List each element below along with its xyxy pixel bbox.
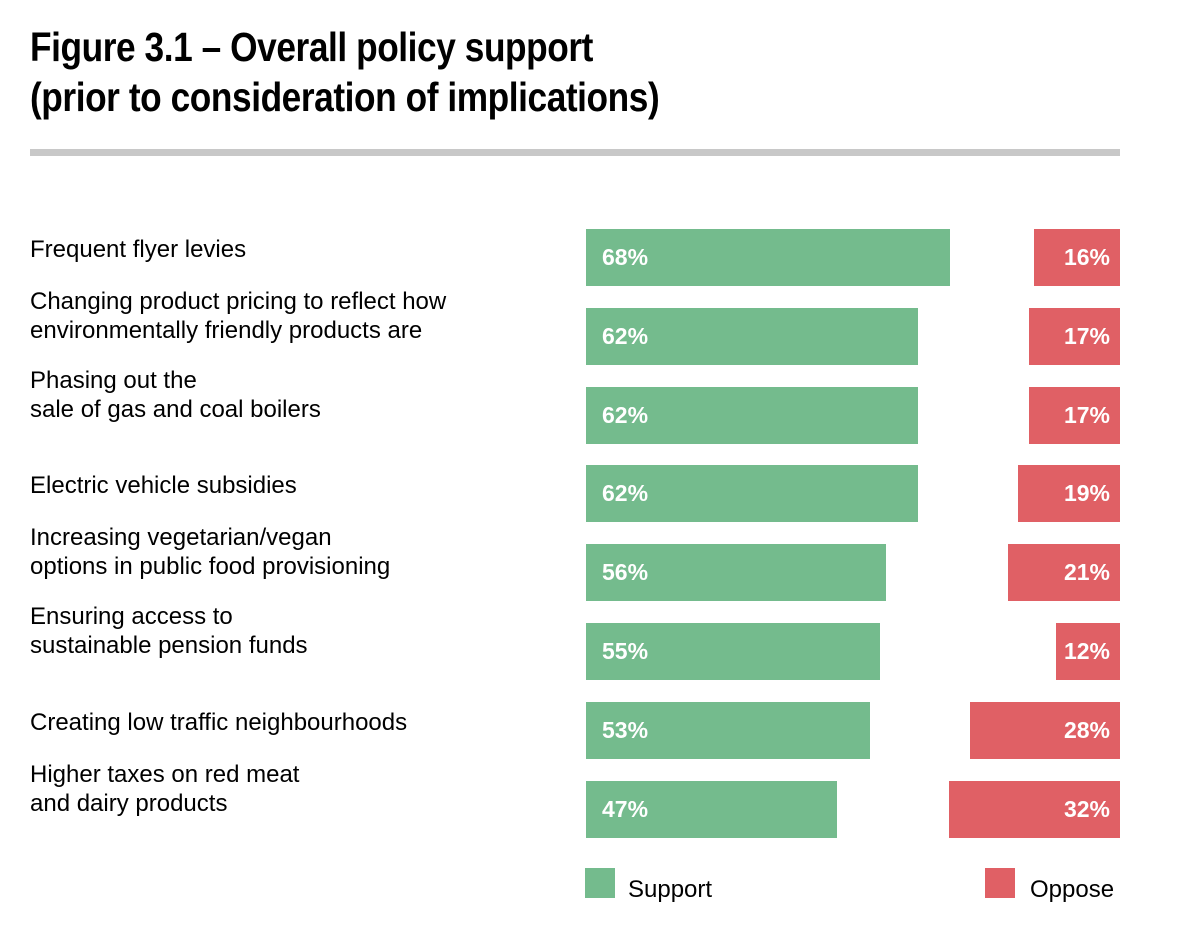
support-bar xyxy=(586,623,881,680)
category-label-line: Phasing out the xyxy=(30,367,197,394)
oppose-bar xyxy=(1029,308,1120,365)
oppose-value-label: 28% xyxy=(1063,717,1110,743)
support-bar xyxy=(586,465,918,522)
support-value-label: 47% xyxy=(602,796,649,822)
oppose-bar xyxy=(948,781,1120,838)
support-value-label: 62% xyxy=(602,323,649,349)
legend-oppose-label: Oppose xyxy=(1030,876,1115,903)
support-bar xyxy=(586,702,870,759)
support-value-label: 55% xyxy=(602,638,649,664)
oppose-bar xyxy=(1055,623,1120,680)
oppose-bar xyxy=(970,702,1120,759)
support-value-label: 62% xyxy=(602,402,649,428)
support-value-label: 68% xyxy=(602,244,649,270)
oppose-bar xyxy=(1029,387,1120,444)
category-label: Creating low traffic neighbourhoods xyxy=(30,708,570,737)
oppose-value-label: 17% xyxy=(1063,402,1110,428)
category-label: Increasing vegetarian/vegan options in pu… xyxy=(30,523,570,581)
category-label-line: Higher taxes on red meat xyxy=(30,761,300,788)
support-bar xyxy=(586,544,886,601)
category-label-line: sustainable pension funds xyxy=(30,632,308,659)
oppose-value-label: 21% xyxy=(1063,559,1110,585)
oppose-bar xyxy=(1007,544,1120,601)
category-label-line: Ensuring access to xyxy=(30,603,233,630)
category-label: Changing product pricing to reflect how e… xyxy=(30,287,570,345)
category-label: Higher taxes on red meat and dairy produc… xyxy=(30,760,570,818)
category-label: Frequent flyer levies xyxy=(30,235,570,264)
category-label-line: Electric vehicle subsidies xyxy=(30,472,297,499)
category-label: Electric vehicle subsidies xyxy=(30,471,570,500)
chart-title-line-1: Figure 3.1 – Overall policy support xyxy=(30,24,593,70)
category-label-line: Changing product pricing to reflect how xyxy=(30,288,447,315)
category-label-line: sale of gas and coal boilers xyxy=(30,396,321,423)
oppose-value-label: 12% xyxy=(1063,638,1110,664)
oppose-bar xyxy=(1018,465,1120,522)
support-bar xyxy=(586,229,950,286)
oppose-value-label: 19% xyxy=(1063,480,1110,506)
chart-title: Figure 3.1 – Overall policy support (pri… xyxy=(30,22,976,122)
oppose-value-label: 32% xyxy=(1063,796,1110,822)
category-label-line: options in public food provisioning xyxy=(30,553,391,580)
support-value-label: 62% xyxy=(602,480,649,506)
oppose-bar xyxy=(1034,229,1120,286)
legend-support-label: Support xyxy=(628,876,713,903)
oppose-value-label: 17% xyxy=(1063,323,1110,349)
category-label-line: and dairy products xyxy=(30,790,228,817)
support-bar xyxy=(586,387,918,444)
legend-oppose-swatch xyxy=(985,868,1015,898)
legend-support-swatch xyxy=(585,868,615,898)
oppose-value-label: 16% xyxy=(1063,244,1110,270)
category-label-line: Frequent flyer levies xyxy=(30,236,247,263)
category-label-line: Increasing vegetarian/vegan xyxy=(30,524,332,551)
chart-title-line-2: (prior to consideration of implications) xyxy=(30,74,660,120)
category-label: Phasing out the sale of gas and coal boil… xyxy=(30,366,570,424)
title-divider xyxy=(30,149,1120,156)
support-value-label: 53% xyxy=(602,717,649,743)
support-value-label: 56% xyxy=(602,559,649,585)
category-label: Ensuring access to sustainable pension fu… xyxy=(30,602,570,660)
support-bar xyxy=(586,781,838,838)
support-bar xyxy=(586,308,918,365)
category-label-line: environmentally friendly products are xyxy=(30,317,423,344)
category-label-line: Creating low traffic neighbourhoods xyxy=(30,709,408,736)
